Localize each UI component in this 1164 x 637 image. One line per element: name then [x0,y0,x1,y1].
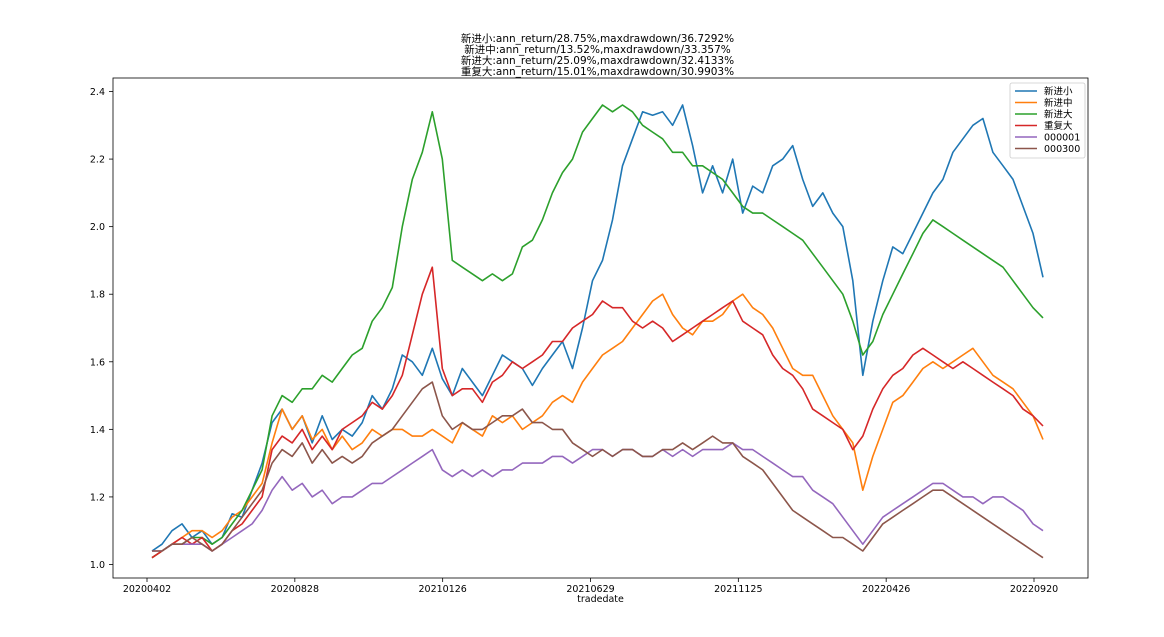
x-tick-label: 20210629 [566,584,614,595]
x-tick-label: 20200828 [271,584,319,595]
y-tick-label: 1.6 [90,357,105,368]
x-tick-label: 20211125 [714,584,762,595]
x-axis-label: tradedate [577,594,624,605]
legend-label-0: 新进小 [1044,86,1073,98]
series-line-2 [151,104,1044,559]
series-line-1 [151,293,1044,559]
x-tick-label: 20220426 [862,584,910,595]
series-line-4 [152,442,1044,552]
series-line-0 [151,104,1044,552]
title-line-2: 新进中:ann_return/13.52%,maxdrawdown/33.357… [464,44,731,56]
y-tick-label: 2.2 [90,155,105,166]
title-line-3: 新进大:ann_return/25.09%,maxdrawdown/32.413… [460,55,735,67]
x-tick-label: 20220920 [1010,584,1058,595]
legend-label-5: 000300 [1044,144,1080,155]
series-line-3 [151,266,1044,559]
plot-area-frame [112,77,1089,579]
legend-label-2: 新进大 [1044,109,1073,121]
y-tick-label: 1.0 [90,560,105,571]
y-tick-label: 2.0 [90,222,105,233]
y-tick-label: 2.4 [90,87,105,98]
legend-label-4: 000001 [1044,133,1080,144]
x-tick-label: 20210126 [418,584,466,595]
title-line-4: 重复大:ann_return/15.01%,maxdrawdown/30.990… [460,66,735,78]
y-tick-label: 1.4 [90,425,105,436]
series-line-5 [152,381,1044,559]
x-tick-label: 20200402 [123,584,171,595]
y-tick-label: 1.8 [90,290,105,301]
title-line-1: 新进小:ann_return/28.75%,maxdrawdown/36.729… [460,33,735,45]
chart-title: 新进小:ann_return/28.75%,maxdrawdown/36.729… [0,34,1164,78]
legend-label-3: 重复大 [1044,120,1073,132]
y-tick-label: 1.2 [90,492,105,503]
legend-label-1: 新进中 [1044,97,1073,109]
